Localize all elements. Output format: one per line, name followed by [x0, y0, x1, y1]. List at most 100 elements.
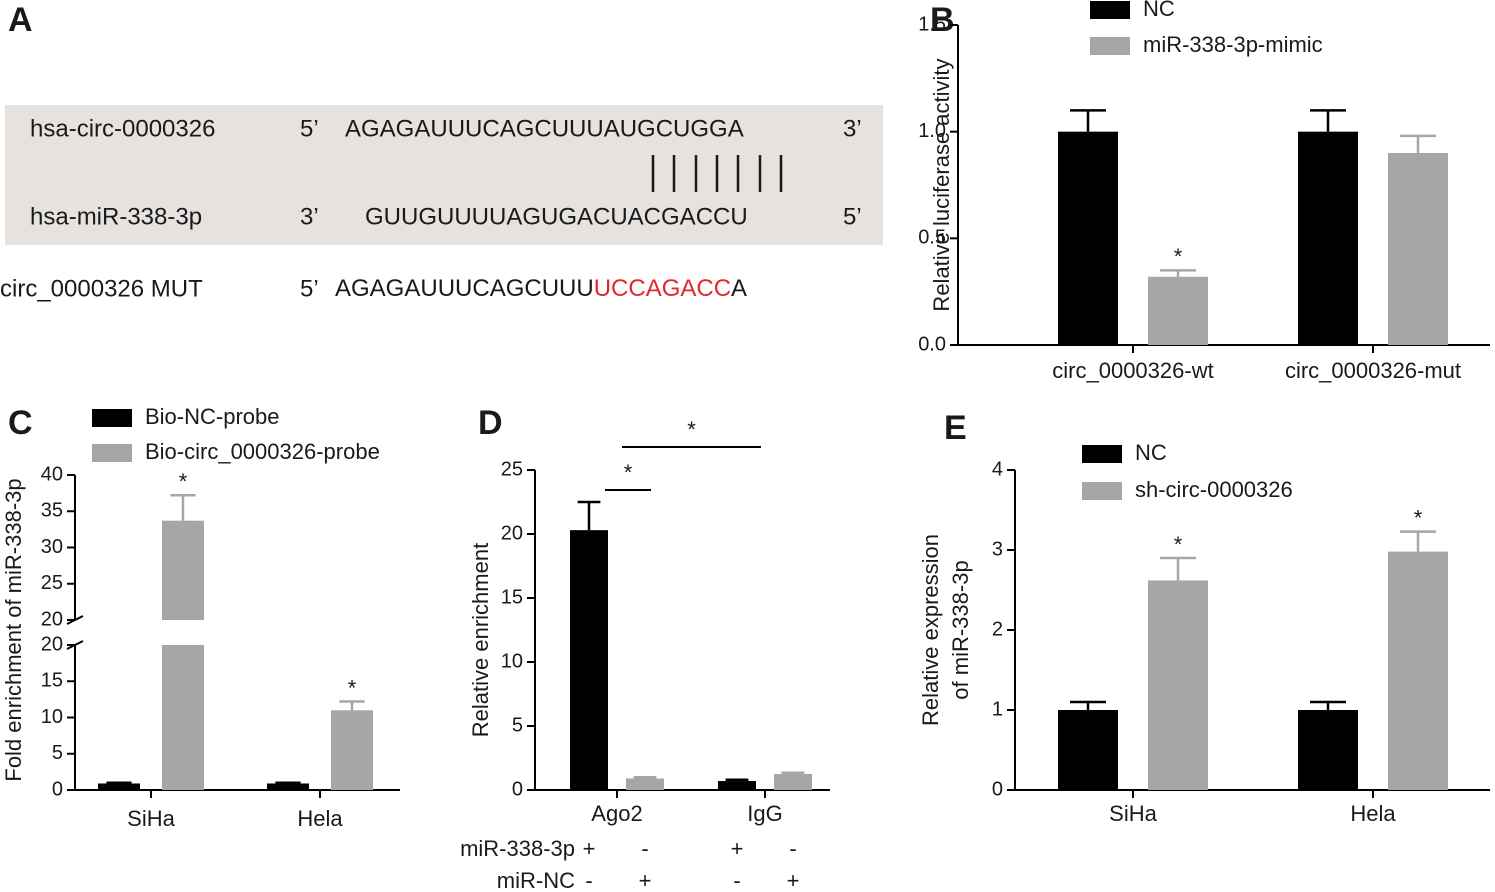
condition-mark: +	[639, 868, 652, 892]
bar	[626, 778, 664, 790]
legend-swatch	[92, 409, 132, 427]
y-tick-label: 0.0	[918, 333, 946, 355]
error-bar	[170, 494, 196, 521]
y-tick-label: 4	[992, 458, 1003, 480]
y-axis-label: Relative enrichment	[468, 543, 493, 737]
error-bar	[1160, 269, 1196, 277]
condition-mark: -	[641, 836, 648, 861]
legend-label: NC	[1135, 440, 1167, 465]
x-tick-label: Hela	[297, 806, 343, 831]
y-tick-label: 0	[512, 778, 523, 800]
y-tick-label: 10	[501, 650, 523, 672]
condition-mark: -	[789, 836, 796, 861]
seq-end: 5’	[300, 275, 319, 302]
condition-mark: -	[733, 868, 740, 892]
bar	[1298, 131, 1358, 345]
seq-end: 5’	[300, 115, 319, 142]
legend-swatch	[1082, 445, 1122, 463]
bar	[267, 783, 309, 790]
y-tick-label: 5	[52, 742, 63, 764]
y-tick-label: 20	[41, 633, 63, 655]
seq-name: hsa-circ-0000326	[30, 115, 215, 142]
y-tick-label: 20	[501, 522, 523, 544]
bar	[1058, 131, 1118, 345]
significance: *	[1174, 532, 1183, 557]
error-bar	[1310, 700, 1346, 710]
significance: *	[179, 469, 188, 494]
sequence: AGAGAUUUCAGCUUUAUGCUGGA	[345, 115, 744, 142]
bar	[718, 781, 756, 790]
error-bar	[339, 700, 365, 711]
panel-label: D	[478, 404, 503, 442]
legend-swatch	[1090, 1, 1130, 19]
mutated-sequence: UCCAGACC	[594, 275, 731, 302]
y-axis-label: of miR-338-3p	[948, 560, 973, 699]
axis-break	[66, 615, 84, 650]
significance: *	[1414, 505, 1423, 530]
condition-label: miR-338-3p	[460, 836, 575, 861]
y-tick-label: 10	[41, 706, 63, 728]
panel-label: A	[8, 1, 33, 39]
significance: *	[1174, 244, 1183, 269]
bar	[1058, 710, 1118, 790]
x-tick-label: IgG	[747, 801, 782, 826]
y-tick-label: 1.5	[918, 13, 946, 35]
seq-name: circ_0000326 MUT	[0, 275, 203, 302]
bar	[1148, 580, 1208, 790]
error-bar	[781, 771, 805, 774]
y-tick-label: 5	[512, 714, 523, 736]
legend-label: NC	[1143, 0, 1175, 21]
sequence: GUUGUUUUAGUGACUACGACCU	[365, 203, 748, 230]
y-tick-label: 0.5	[918, 227, 946, 249]
base-pairs	[651, 155, 783, 192]
y-tick-label: 40	[41, 463, 63, 485]
error-bar	[275, 781, 301, 784]
legend-swatch	[1082, 482, 1122, 500]
x-tick-label: SiHa	[1109, 801, 1157, 826]
panel-label: C	[8, 404, 33, 442]
bar	[774, 774, 812, 790]
sequence: A	[731, 275, 747, 302]
y-tick-label: 15	[501, 586, 523, 608]
error-bar	[1310, 109, 1346, 132]
x-tick-label: Hela	[1350, 801, 1396, 826]
error-bar	[725, 778, 749, 782]
x-tick-label: SiHa	[127, 806, 175, 831]
y-tick-label: 30	[41, 536, 63, 558]
error-bar	[106, 781, 132, 784]
legend-label: Bio-circ_0000326-probe	[145, 439, 380, 464]
legend-label: sh-circ-0000326	[1135, 477, 1293, 502]
error-bar	[1070, 700, 1106, 710]
legend-swatch	[92, 444, 132, 462]
error-bar	[1400, 134, 1436, 153]
y-axis-label: Fold enrichment of miR-338-3p	[1, 478, 26, 781]
y-tick-label: 25	[501, 458, 523, 480]
bar	[162, 520, 204, 620]
seq-name: hsa-miR-338-3p	[30, 203, 202, 230]
y-tick-label: 1.0	[918, 120, 946, 142]
x-tick-label: circ_0000326-wt	[1052, 358, 1213, 383]
legend-label: Bio-NC-probe	[145, 404, 280, 429]
bar	[331, 710, 373, 790]
y-tick-label: 20	[41, 608, 63, 630]
panel-label: E	[944, 409, 967, 447]
bar	[570, 530, 608, 790]
condition-label: miR-NC	[497, 868, 575, 892]
seq-end: 3’	[843, 115, 862, 142]
bar	[98, 783, 140, 790]
condition-mark: +	[731, 836, 744, 861]
x-tick-label: Ago2	[591, 801, 642, 826]
bar	[1388, 153, 1448, 345]
error-bar	[1070, 109, 1106, 132]
panel-label: B	[930, 1, 955, 39]
y-axis-label: Relative luciferase activity	[929, 58, 954, 311]
y-tick-label: 0	[992, 778, 1003, 800]
condition-mark: +	[583, 836, 596, 861]
x-tick-label: circ_0000326-mut	[1285, 358, 1461, 383]
bar	[1148, 276, 1208, 345]
legend-swatch	[1090, 37, 1130, 55]
y-tick-label: 35	[41, 500, 63, 522]
y-tick-label: 15	[41, 670, 63, 692]
significance: *	[687, 417, 696, 442]
